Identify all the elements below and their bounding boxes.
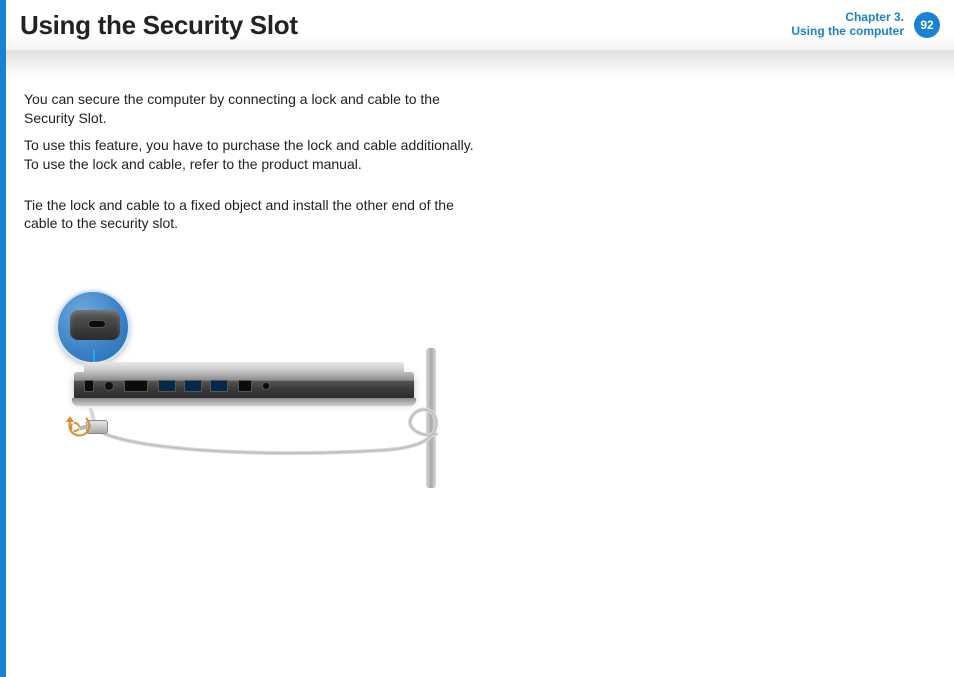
header-shadow (6, 50, 954, 78)
chapter-subtitle: Using the computer (791, 25, 904, 39)
paragraph-3: Tie the lock and cable to a fixed object… (24, 196, 484, 234)
paragraph-2: To use this feature, you have to purchas… (24, 136, 484, 174)
manual-page: Using the Security Slot Chapter 3. Using… (0, 0, 954, 677)
page-header: Using the Security Slot Chapter 3. Using… (6, 0, 954, 50)
page-number-badge: 92 (914, 12, 940, 38)
paragraph-1: You can secure the computer by connectin… (24, 90, 484, 128)
body-text-column: You can secure the computer by connectin… (24, 90, 484, 241)
chapter-block: Chapter 3. Using the computer 92 (791, 11, 940, 39)
chapter-label: Chapter 3. (791, 11, 904, 25)
security-slot-illustration (56, 290, 476, 490)
page-title: Using the Security Slot (20, 10, 298, 41)
rotate-arrow-icon (64, 412, 92, 440)
callout-slot-icon (88, 320, 106, 328)
security-cable (86, 380, 466, 480)
chapter-text: Chapter 3. Using the computer (791, 11, 904, 39)
